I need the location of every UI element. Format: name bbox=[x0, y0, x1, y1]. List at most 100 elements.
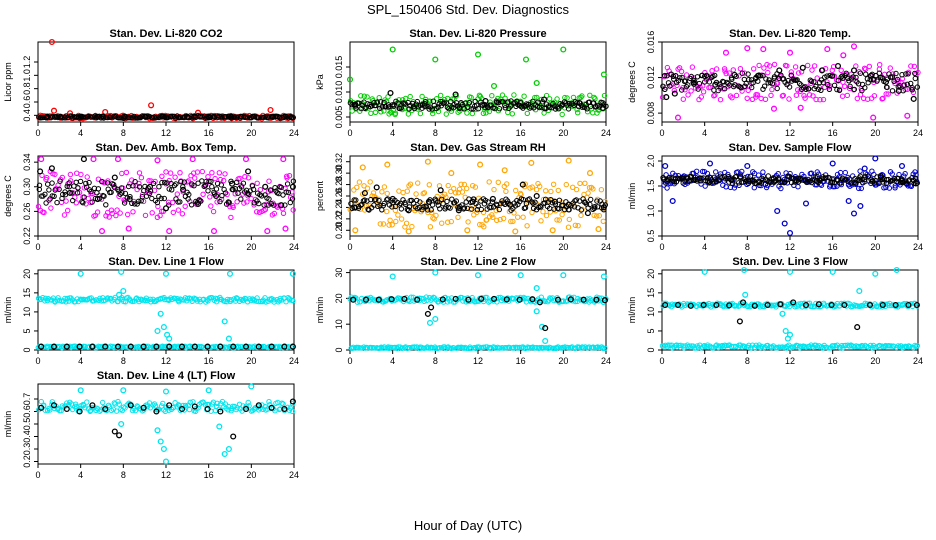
data-point bbox=[910, 89, 917, 96]
data-point bbox=[509, 111, 515, 117]
data-point bbox=[424, 207, 431, 213]
data-point bbox=[246, 403, 252, 409]
y-tick-label: 0 bbox=[334, 347, 344, 352]
data-point bbox=[365, 101, 371, 107]
x-tick-label: 20 bbox=[870, 128, 880, 138]
data-point bbox=[854, 324, 861, 331]
data-point bbox=[378, 345, 384, 351]
data-point bbox=[389, 195, 396, 202]
x-tick-label: 12 bbox=[161, 128, 171, 138]
data-point bbox=[402, 101, 409, 107]
x-tick-label: 0 bbox=[35, 242, 40, 252]
data-point bbox=[836, 87, 843, 94]
data-point bbox=[461, 205, 468, 211]
series-1 bbox=[36, 38, 296, 122]
data-point bbox=[894, 76, 901, 83]
data-point bbox=[861, 165, 868, 172]
data-point bbox=[167, 170, 174, 176]
data-point bbox=[815, 301, 822, 308]
x-tick-label: 4 bbox=[390, 128, 395, 138]
data-point bbox=[536, 104, 542, 111]
data-point bbox=[38, 398, 44, 405]
data-point bbox=[585, 190, 591, 196]
data-point bbox=[78, 171, 84, 178]
data-point bbox=[57, 113, 64, 120]
data-point bbox=[537, 183, 543, 190]
data-point bbox=[265, 202, 271, 208]
data-point bbox=[201, 183, 207, 190]
data-point bbox=[268, 343, 275, 350]
data-point bbox=[570, 184, 576, 191]
y-tick-label: 0.8 bbox=[22, 82, 32, 95]
data-point bbox=[489, 93, 495, 99]
data-point bbox=[54, 199, 60, 206]
y-tick-label: 0.005 bbox=[334, 106, 344, 129]
data-point bbox=[685, 177, 692, 185]
data-point bbox=[564, 95, 570, 101]
data-point bbox=[778, 185, 784, 192]
data-point bbox=[477, 161, 484, 168]
data-point bbox=[280, 210, 287, 217]
data-point bbox=[594, 213, 600, 219]
data-point bbox=[173, 181, 179, 187]
data-point bbox=[73, 179, 79, 186]
data-point bbox=[751, 185, 757, 191]
data-point bbox=[851, 86, 857, 93]
data-point bbox=[591, 212, 597, 219]
data-point bbox=[263, 299, 269, 305]
data-point bbox=[48, 205, 54, 211]
data-point bbox=[248, 297, 254, 304]
data-point bbox=[892, 183, 898, 189]
data-point bbox=[94, 196, 101, 203]
data-point bbox=[268, 404, 275, 411]
data-point bbox=[468, 94, 474, 101]
data-point bbox=[289, 196, 296, 202]
data-point bbox=[742, 83, 748, 89]
data-point bbox=[716, 343, 722, 349]
data-point bbox=[45, 181, 51, 187]
data-point bbox=[111, 174, 118, 181]
data-point bbox=[105, 295, 111, 301]
data-point bbox=[89, 199, 95, 205]
x-tick-label: 0 bbox=[659, 128, 664, 138]
data-point bbox=[504, 181, 510, 187]
data-point bbox=[158, 195, 164, 202]
data-point bbox=[439, 296, 446, 303]
x-tick-label: 4 bbox=[78, 128, 83, 138]
y-tick-label: 0.28 bbox=[334, 176, 344, 194]
data-point bbox=[857, 202, 864, 210]
data-point bbox=[438, 92, 444, 99]
data-point bbox=[161, 195, 168, 202]
data-point bbox=[571, 204, 578, 210]
data-point bbox=[729, 76, 735, 83]
data-point bbox=[470, 106, 476, 112]
data-point bbox=[538, 323, 546, 330]
data-point bbox=[229, 180, 236, 187]
data-point bbox=[271, 202, 277, 208]
data-point bbox=[503, 296, 510, 303]
data-point bbox=[245, 175, 252, 181]
data-point bbox=[683, 72, 690, 78]
data-point bbox=[120, 287, 127, 295]
x-tick-label: 4 bbox=[78, 470, 83, 480]
data-point bbox=[249, 183, 256, 189]
data-point bbox=[67, 171, 74, 178]
x-tick-label: 8 bbox=[433, 356, 438, 366]
data-point bbox=[448, 98, 454, 105]
data-point bbox=[278, 184, 284, 191]
y-tick-label: 0.30 bbox=[334, 164, 344, 182]
data-point bbox=[850, 210, 858, 217]
data-point bbox=[706, 180, 712, 186]
data-point bbox=[133, 296, 139, 302]
x-tick-label: 4 bbox=[390, 356, 395, 366]
data-point bbox=[387, 89, 394, 97]
data-point bbox=[596, 213, 602, 219]
data-point bbox=[395, 100, 401, 106]
data-point bbox=[576, 99, 583, 107]
data-point bbox=[475, 203, 481, 209]
plot-frame bbox=[37, 41, 295, 123]
chart-panel-4: Stan. Dev. Amb. Box Temp. degrees C 0 4 8 12 1… bbox=[3, 142, 299, 252]
data-point bbox=[542, 337, 549, 345]
data-point bbox=[235, 344, 242, 351]
